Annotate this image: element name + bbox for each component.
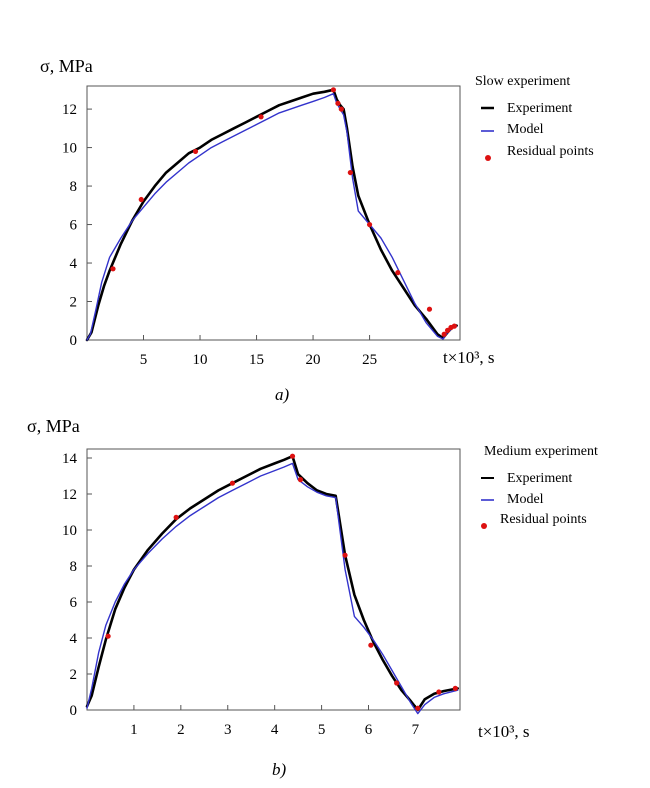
chart-b-ytick-label: 0	[70, 703, 78, 719]
chart-a-ylabel: σ, MPa	[40, 56, 93, 76]
chart-a-legend: Slow experiment Experiment Model Residua…	[475, 74, 594, 161]
chart-b-ytick-label: 10	[62, 523, 77, 539]
chart-b-residual-point	[394, 680, 400, 686]
chart-a-legend-model: Model	[507, 122, 544, 137]
chart-a-residual-point	[451, 323, 457, 329]
chart-b-residual-point	[452, 685, 458, 692]
chart-a-xtick-label: 10	[193, 352, 208, 368]
chart-b-legend-title: Medium experiment	[484, 444, 598, 459]
chart-a-ytick-label: 8	[70, 179, 78, 195]
chart-a-xticks: 5 10 15 20 25	[140, 335, 377, 368]
chart-b-xticks: 1 2 3 4 5 6 7	[130, 705, 420, 738]
chart-a-legend-residual-swatch	[485, 155, 491, 161]
chart-b-legend-residual-swatch	[481, 523, 487, 529]
chart-b-series-experiment-line	[85, 454, 460, 712]
chart-a-ytick-label: 10	[62, 141, 77, 157]
chart-a-residual-point	[330, 87, 337, 93]
chart-b-ytick-label: 8	[70, 559, 78, 575]
chart-b-xtick-label: 2	[177, 722, 185, 738]
chart-b-ytick-label: 14	[62, 451, 78, 467]
chart-a-residual-points	[110, 87, 457, 337]
chart-a-ytick-label: 12	[62, 102, 77, 118]
chart-a-residual-point	[347, 169, 353, 176]
chart-a-xtick-label: 5	[140, 352, 148, 368]
chart-a-caption: a)	[275, 385, 290, 404]
chart-a-residual-point	[110, 266, 116, 272]
chart-a-xtick-label: 25	[362, 352, 377, 368]
chart-a-ytick-label: 6	[70, 218, 78, 234]
chart-a-residual-point	[258, 114, 264, 120]
chart-b-xtick-label: 7	[412, 722, 420, 738]
chart-a-residual-point	[426, 306, 433, 312]
chart-b-residual-point	[229, 480, 236, 486]
chart-b-xtick-label: 5	[318, 722, 326, 738]
chart-a-yticks: 0 2 4 6 8 10 12	[62, 102, 92, 349]
chart-b-residual-points	[105, 453, 458, 711]
chart-b-legend-residual: Residual points	[500, 512, 587, 527]
chart-b-xlabel: t×10³, s	[478, 722, 530, 741]
chart-a-residual-point	[192, 148, 199, 155]
chart-a-xtick-label: 20	[306, 352, 321, 368]
chart-b-xtick-label: 1	[130, 722, 138, 738]
chart-b-legend-experiment: Experiment	[507, 471, 572, 486]
chart-a-legend-experiment: Experiment	[507, 101, 572, 116]
chart-a-ytick-label: 0	[70, 333, 78, 349]
chart-b-ylabel: σ, MPa	[27, 416, 80, 436]
chart-a-xtick-label: 15	[249, 352, 264, 368]
chart-b-legend: Medium experiment Experiment Model Resid…	[481, 444, 598, 529]
chart-b-legend-model: Model	[507, 492, 544, 507]
chart-b-plot-frame	[86, 448, 461, 711]
chart-b-caption: b)	[272, 760, 287, 779]
chart-b-xtick-label: 6	[365, 722, 373, 738]
chart-a-ytick-label: 4	[70, 256, 78, 272]
chart-a-residual-point	[138, 196, 144, 203]
chart-a-plot-frame	[86, 85, 461, 341]
chart-a-series-experiment-line	[85, 88, 458, 342]
chart-b-residual-point	[368, 642, 374, 648]
chart-a-residual-point	[366, 221, 373, 228]
chart-a-residual-point	[338, 106, 344, 112]
chart-a-legend-title: Slow experiment	[475, 74, 570, 89]
chart-a-residual-point	[444, 327, 451, 333]
chart-b-lines	[85, 454, 460, 715]
chart-a-xlabel: t×10³, s	[443, 348, 495, 367]
chart-a-lines	[85, 88, 458, 342]
chart-b-residual-point	[297, 477, 304, 483]
chart-b-xtick-label: 4	[271, 722, 279, 738]
chart-b-residual-point	[342, 552, 348, 558]
chart-b-residual-point	[415, 705, 421, 711]
chart-a: σ, MPa 0 2 4 6 8 10 12 5 10 15 20 25 t×10³, s a) S…	[40, 56, 594, 404]
chart-a-residual-point	[335, 100, 341, 106]
chart-b-residual-point	[289, 453, 296, 459]
chart-a-ytick-label: 2	[70, 295, 78, 311]
chart-a-residual-point	[395, 270, 401, 276]
chart-a-legend-residual: Residual points	[507, 144, 594, 159]
chart-b-ytick-label: 4	[70, 631, 78, 647]
chart-b-yticks: 0 2 4 6 8 10 12 14	[62, 451, 92, 719]
chart-a-residual-point	[441, 331, 447, 337]
chart-b-series-model-line	[86, 462, 459, 715]
chart-b-residual-point	[105, 633, 111, 639]
chart-b-residual-point	[436, 689, 442, 695]
chart-b-residual-point	[173, 514, 179, 521]
chart-b-xtick-label: 3	[224, 722, 232, 738]
chart-b-ytick-label: 2	[70, 667, 78, 683]
chart-a-series-model-line	[86, 92, 458, 341]
chart-b-ytick-label: 12	[62, 487, 77, 503]
chart-b-ytick-label: 6	[70, 595, 78, 611]
